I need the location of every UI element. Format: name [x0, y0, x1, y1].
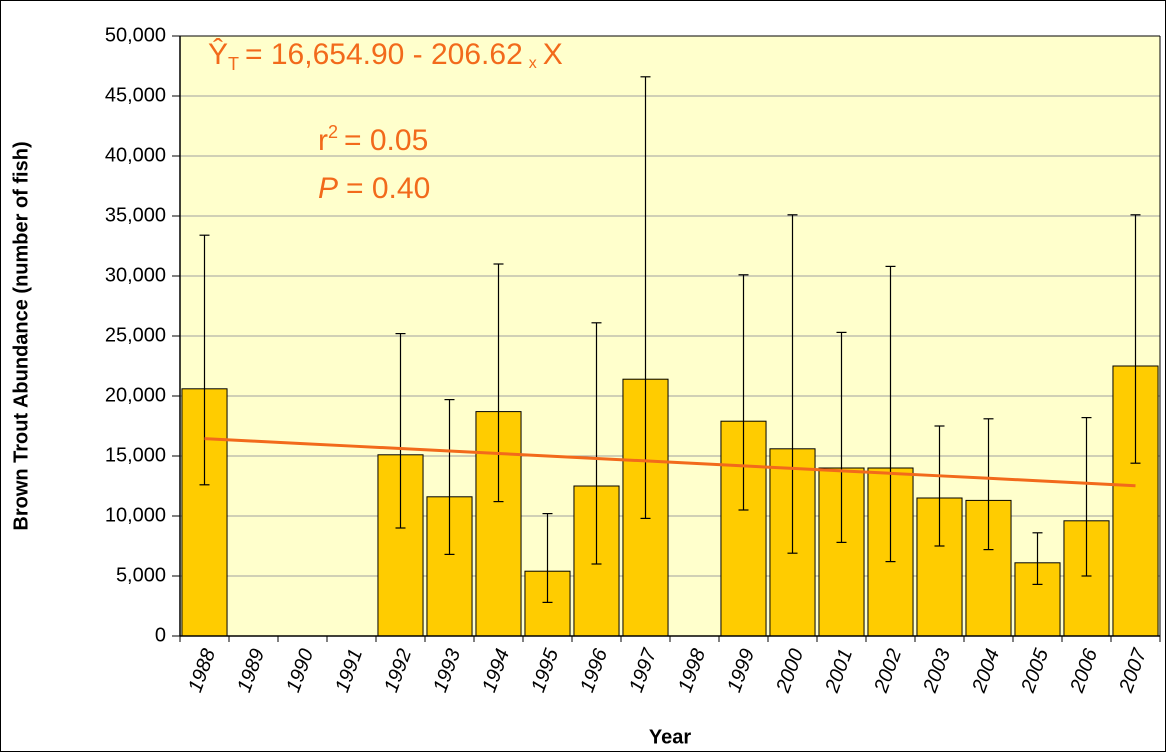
p-value-part: = 0.40: [346, 172, 430, 205]
r-squared-part: r: [318, 124, 328, 157]
y-tick-label: 20,000: [105, 384, 166, 406]
y-tick-label: 15,000: [105, 444, 166, 466]
equation-annotation: ŶT = 16,654.90 - 206.62 x X: [208, 38, 563, 74]
y-tick-label: 10,000: [105, 504, 166, 526]
equation-part: Ŷ: [208, 38, 228, 71]
p-value-part: P: [318, 172, 338, 205]
trend-line: [204, 437, 1136, 488]
y-axis-title: Brown Trout Abundance (number of fish): [10, 141, 32, 530]
x-axis-title: Year: [649, 726, 691, 748]
r-squared-part: 2: [328, 122, 338, 142]
y-tick-label: 50,000: [105, 24, 166, 46]
equation-part: = 16,654.90 - 206.62: [245, 38, 523, 71]
equation-part: X: [543, 38, 563, 71]
y-tick-label: 30,000: [105, 264, 166, 286]
equation-part: x: [529, 55, 537, 72]
r-squared-annotation: r2 = 0.05: [318, 122, 428, 157]
y-tick-label: 40,000: [105, 144, 166, 166]
y-tick-label: 0: [155, 624, 166, 646]
y-tick-label: 5,000: [116, 564, 166, 586]
r-squared-part: = 0.05: [344, 124, 428, 157]
equation-part: T: [228, 54, 239, 74]
p-value-annotation: P = 0.40: [318, 172, 430, 205]
y-tick-label: 45,000: [105, 84, 166, 106]
y-tick-label: 35,000: [105, 204, 166, 226]
y-tick-label: 25,000: [105, 324, 166, 346]
